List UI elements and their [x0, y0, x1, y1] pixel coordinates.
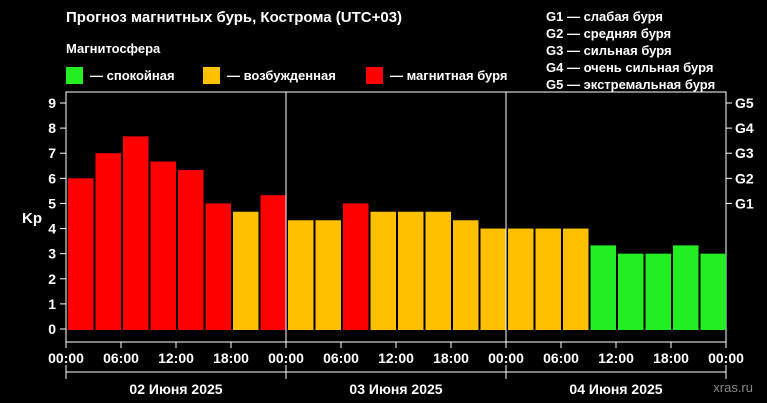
g-tick-label: G3: [735, 145, 754, 161]
y-axis-label: Kp: [22, 210, 42, 227]
storm-level-list: G1 — слабая буря G2 — средняя буря G3 — …: [546, 8, 715, 93]
storm-level-g2: G2 — средняя буря: [546, 26, 672, 41]
storm-level-g3: G3 — сильная буря: [546, 43, 672, 58]
kp-bar: [95, 153, 121, 330]
g-tick-label: G1: [735, 195, 754, 211]
kp-bar: [343, 203, 369, 330]
x-tick-label: 06:00: [543, 350, 579, 366]
kp-bar: [205, 203, 231, 330]
legend-item-quiet: — спокойная: [66, 67, 175, 84]
y-tick-label: 2: [48, 271, 56, 287]
x-tick-label: 12:00: [378, 350, 414, 366]
storm-level-g1: G1 — слабая буря: [546, 9, 664, 24]
g-tick-label: G5: [735, 95, 754, 111]
legend-label-quiet: — спокойная: [90, 68, 175, 83]
kp-bar: [260, 195, 286, 330]
y-tick-label: 7: [48, 145, 56, 161]
kp-bar: [398, 211, 424, 330]
watermark: xras.ru: [713, 380, 753, 395]
y-tick-label: 6: [48, 170, 56, 186]
y-tick-label: 5: [48, 195, 56, 211]
y-tick-label: 0: [48, 321, 56, 337]
kp-bar: [370, 211, 396, 330]
x-tick-label: 18:00: [433, 350, 469, 366]
x-tick-label: 00:00: [268, 350, 304, 366]
legend-label-active: — возбужденная: [227, 68, 336, 83]
kp-bar: [288, 220, 314, 330]
kp-bar: [535, 228, 561, 330]
legend-label-storm: — магнитная буря: [390, 68, 508, 83]
legend-subtitle: Магнитосфера: [66, 41, 161, 56]
legend-swatch-storm: [366, 67, 383, 84]
kp-bar: [673, 245, 699, 330]
kp-bar: [68, 178, 94, 330]
kp-bar: [618, 253, 644, 330]
x-tick-label: 12:00: [158, 350, 194, 366]
y-tick-label: 3: [48, 246, 56, 262]
kp-bar: [480, 228, 506, 330]
kp-bar: [178, 170, 204, 330]
y-tick-label: 1: [48, 296, 56, 312]
storm-level-g5: G5 — экстремальная буря: [546, 77, 716, 92]
x-tick-label: 18:00: [653, 350, 689, 366]
y-tick-label: 4: [48, 221, 56, 237]
x-tick-label: 00:00: [488, 350, 524, 366]
g-tick-label: G2: [735, 170, 754, 186]
x-tick-label: 00:00: [48, 350, 84, 366]
kp-bar: [150, 161, 176, 330]
day-label: 04 Июня 2025: [569, 381, 662, 397]
storm-level-g4: G4 — очень сильная буря: [546, 60, 714, 75]
kp-bar: [315, 220, 341, 330]
kp-bar: [425, 211, 451, 330]
legend-swatch-active: [203, 67, 220, 84]
y-tick-label: 8: [48, 120, 56, 136]
x-tick-label: 06:00: [323, 350, 359, 366]
x-tick-label: 12:00: [598, 350, 634, 366]
day-label: 03 Июня 2025: [349, 381, 442, 397]
chart-title: Прогноз магнитных бурь, Кострома (UTC+03…: [66, 9, 403, 26]
kp-bar: [453, 220, 479, 330]
kp-bar: [700, 253, 726, 330]
y-tick-label: 9: [48, 95, 56, 111]
kp-bar: [645, 253, 671, 330]
day-label: 02 Июня 2025: [129, 381, 222, 397]
kp-bar: [508, 228, 534, 330]
x-tick-label: 00:00: [708, 350, 744, 366]
kp-bar: [590, 245, 616, 330]
x-tick-label: 06:00: [103, 350, 139, 366]
kp-bar: [123, 136, 149, 330]
x-tick-label: 18:00: [213, 350, 249, 366]
kp-bar: [563, 228, 589, 330]
legend-item-active: — возбужденная: [203, 67, 336, 84]
legend-swatch-quiet: [66, 67, 83, 84]
legend-item-storm: — магнитная буря: [366, 67, 507, 84]
g-tick-label: G4: [735, 120, 754, 136]
kp-bar: [233, 211, 259, 330]
